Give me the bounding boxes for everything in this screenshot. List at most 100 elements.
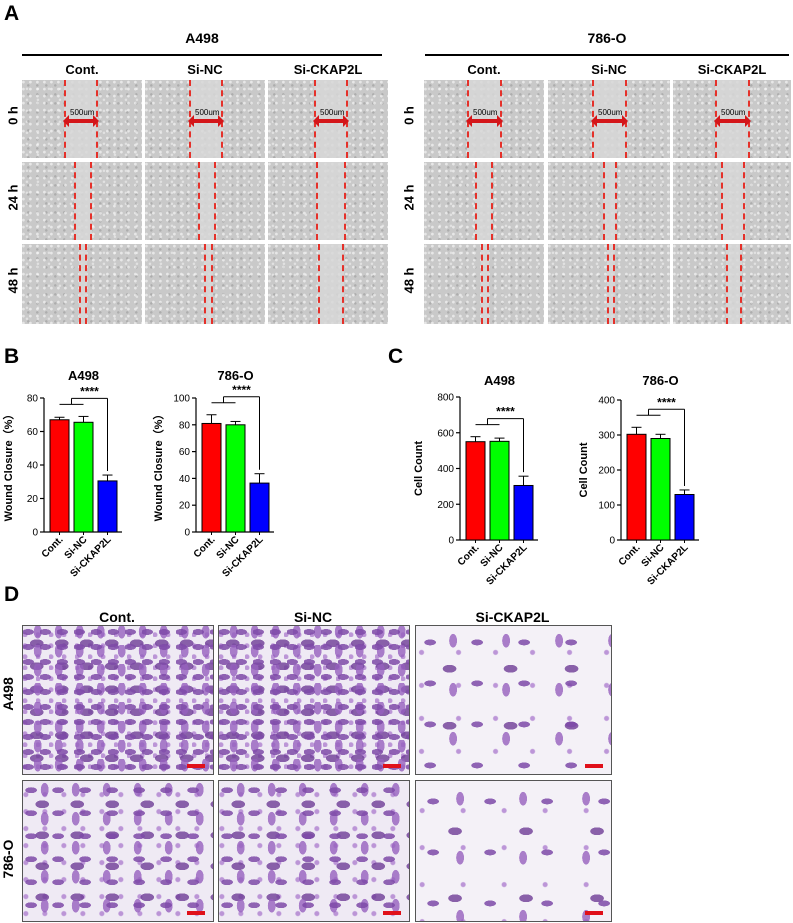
scratch-image-a498-cont-48h [22, 244, 142, 324]
y-tick-label: 80 [179, 420, 191, 431]
group-title-786o: 786-O [587, 30, 627, 46]
scale-bar [187, 911, 205, 915]
y-tick-label: 80 [27, 394, 39, 405]
scratch-image-a498-cont-24h [22, 162, 142, 240]
transwell-image-786o-si-ckap2l [415, 780, 612, 922]
bar-2 [225, 424, 246, 533]
y-tick-label: 0 [609, 536, 615, 547]
group-rule-786o [425, 54, 789, 56]
bar-1 [626, 433, 647, 541]
gap-arrow [63, 115, 99, 127]
gap-arrow [313, 115, 349, 127]
y-tick-label: 200 [437, 500, 454, 511]
scratch-image-786o-si-nc-24h [548, 162, 670, 240]
col-label-a498-si-nc: Si-NC [187, 62, 223, 77]
y-tick-label: 0 [184, 528, 190, 539]
x-tick-label: Cont. [456, 542, 482, 568]
scratch-image-a498-si-nc-0h: 500um [145, 80, 265, 158]
col-label-786o-cont: Cont. [467, 62, 501, 77]
significance-label: **** [80, 384, 99, 398]
y-tick-label: 60 [27, 427, 39, 438]
y-axis-label: Cell Count [413, 441, 425, 496]
row-label-transwell-786o: 786-O [0, 839, 16, 879]
y-tick-label: 20 [27, 494, 39, 505]
col-label-a498-cont: Cont. [65, 62, 99, 77]
col-label-transwell-cont: Cont. [99, 609, 135, 625]
y-tick-label: 60 [179, 447, 191, 458]
scale-bar [187, 764, 205, 768]
bar-3 [249, 482, 270, 533]
scale-bar [585, 911, 603, 915]
transwell-image-786o-cont [22, 780, 214, 922]
gap-label: 500um [195, 108, 220, 117]
y-tick-label: 100 [598, 501, 615, 512]
x-tick-label: Cont. [192, 534, 218, 560]
y-tick-label: 800 [437, 393, 454, 404]
y-axis-label: Cell Count [578, 442, 590, 497]
row-label-a498-24h: 24 h [5, 184, 21, 211]
chart-title: 786-O [642, 373, 678, 388]
col-label-786o-si-nc: Si-NC [591, 62, 627, 77]
transwell-image-a498-si-nc [218, 625, 410, 775]
col-label-786o-si-ckap2l: Si-CKAP2L [697, 62, 767, 77]
y-axis-label: Wound Closure（%） [152, 409, 165, 522]
row-label-a498-48h: 48 h [5, 267, 21, 294]
panel-letter-b: B [4, 345, 20, 368]
y-tick-label: 0 [448, 536, 454, 547]
chart-title: A498 [484, 373, 515, 388]
y-tick-label: 400 [598, 396, 615, 407]
row-label-786o-48h: 48 h [401, 267, 417, 294]
gap-label: 500um [721, 108, 746, 117]
panel-letter-a: A [4, 2, 20, 25]
row-label-786o-24h: 24 h [401, 184, 417, 211]
bar-2 [650, 438, 671, 541]
bar-1 [465, 441, 486, 541]
col-label-transwell-si-nc: Si-NC [293, 609, 333, 625]
transwell-image-a498-cont [22, 625, 214, 775]
scratch-image-a498-cont-0h: 500um [22, 80, 142, 158]
scale-bar [383, 764, 401, 768]
panel-letter-d: D [4, 583, 20, 606]
bar-3 [674, 494, 695, 541]
scratch-image-786o-cont-48h [424, 244, 544, 324]
panel-letter-c: C [388, 345, 404, 368]
y-tick-label: 600 [437, 428, 454, 439]
row-label-a498-0h: 0 h [5, 106, 21, 125]
y-tick-label: 300 [598, 431, 615, 442]
transwell-image-786o-si-nc [218, 780, 410, 922]
bar-2 [489, 440, 510, 541]
bar-3 [97, 480, 118, 533]
scratch-image-786o-cont-24h [424, 162, 544, 240]
y-axis-label: Wound Closure（%） [2, 409, 15, 522]
significance-label: **** [232, 383, 251, 397]
y-tick-label: 40 [179, 474, 191, 485]
gap-label: 500um [473, 108, 498, 117]
y-tick-label: 400 [437, 464, 454, 475]
significance-label: **** [496, 405, 515, 419]
group-rule-a498 [22, 54, 382, 56]
col-label-transwell-si-ckap2l: Si-CKAP2L [475, 609, 550, 625]
x-tick-label: Cont. [40, 534, 66, 560]
row-label-786o-0h: 0 h [401, 106, 417, 125]
row-label-transwell-a498: A498 [0, 677, 16, 711]
gap-arrow [188, 115, 224, 127]
scale-bar [585, 764, 603, 768]
scratch-image-a498-si-nc-48h [145, 244, 265, 324]
col-label-a498-si-ckap2l: Si-CKAP2L [293, 62, 363, 77]
y-tick-label: 0 [32, 528, 38, 539]
bar-1 [49, 419, 70, 533]
bar-1 [201, 422, 222, 533]
bar-3 [513, 484, 534, 541]
y-tick-label: 40 [27, 461, 39, 472]
scratch-image-786o-si-ckap2l-24h [673, 162, 791, 240]
significance-label: **** [657, 395, 676, 409]
scratch-image-a498-si-nc-24h [145, 162, 265, 240]
gap-label: 500um [70, 108, 95, 117]
y-tick-label: 20 [179, 501, 191, 512]
chart-title: A498 [68, 368, 99, 383]
scratch-image-786o-si-nc-0h: 500um [548, 80, 670, 158]
x-tick-label: Cont. [617, 542, 643, 568]
